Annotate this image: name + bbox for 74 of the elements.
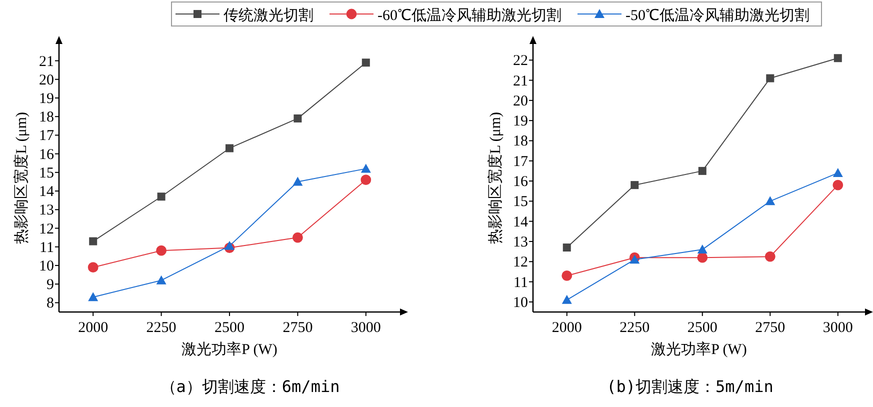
- y-tick-label: 16: [39, 146, 54, 163]
- y-axis-title: 热影响区宽度L (μm): [487, 112, 504, 244]
- y-tick-label: 10: [513, 294, 528, 311]
- point: [292, 176, 303, 186]
- point: [562, 294, 572, 304]
- point: [292, 232, 303, 243]
- point: [88, 262, 98, 273]
- point: [224, 240, 234, 250]
- point: [697, 244, 708, 254]
- point: [834, 54, 842, 62]
- point: [765, 196, 776, 206]
- y-tick-label: 12: [513, 254, 528, 271]
- x-tick-label: 2250: [620, 320, 650, 336]
- y-tick-label: 21: [39, 54, 54, 70]
- y-tick-label: 12: [39, 221, 54, 238]
- y-tick-label: 17: [39, 128, 54, 144]
- y-tick-label: 15: [513, 194, 528, 210]
- x-tick-label: 3000: [350, 320, 381, 336]
- y-tick-label: 14: [39, 184, 54, 200]
- point: [698, 166, 706, 175]
- y-tick-label: 20: [513, 93, 528, 110]
- y-tick-label: 18: [39, 110, 54, 126]
- y-tick-label: 8: [46, 296, 54, 312]
- y-tick-label: 10: [39, 258, 54, 274]
- point: [294, 114, 302, 122]
- x-tick-label: 2250: [146, 320, 176, 336]
- point: [360, 174, 372, 186]
- legend-label: 传统激光切割: [224, 7, 314, 24]
- x-tick-label: 3000: [822, 320, 853, 336]
- x-tick-label: 2750: [282, 320, 313, 336]
- point: [630, 181, 639, 190]
- point: [832, 168, 843, 177]
- point: [764, 251, 776, 262]
- point: [766, 74, 774, 82]
- x-axis-title: 激光功率P (W): [182, 341, 278, 358]
- point: [226, 144, 234, 152]
- y-tick-label: 19: [513, 114, 528, 130]
- point: [630, 254, 640, 264]
- y-tick-label: 13: [513, 234, 528, 250]
- point: [156, 245, 166, 256]
- text: （a）切割速度：6m/min: [160, 377, 340, 396]
- x-tick-label: 2000: [552, 320, 582, 336]
- point: [562, 244, 571, 252]
- point: [360, 164, 371, 173]
- legend-label: -50℃低温冷风辅助激光切割: [626, 7, 810, 24]
- point: [156, 275, 166, 284]
- y-tick-label: 11: [514, 274, 528, 291]
- y-tick-label: 20: [39, 72, 54, 88]
- y-tick-label: 18: [513, 134, 528, 150]
- y-tick-label: 11: [40, 240, 54, 256]
- text: (b)切割速度：5m/min: [606, 377, 774, 396]
- point: [697, 252, 708, 263]
- x-tick-label: 2750: [755, 320, 786, 336]
- point: [89, 237, 98, 246]
- y-axis-title: 热影响区宽度L (μm): [13, 112, 30, 244]
- x-tick-label: 2500: [214, 320, 244, 336]
- x-tick-label: 2500: [687, 320, 718, 336]
- y-tick-label: 17: [513, 154, 528, 170]
- x-tick-label: 2000: [78, 320, 108, 336]
- y-tick-label: 14: [513, 214, 528, 230]
- point: [832, 180, 844, 190]
- y-tick-label: 21: [513, 73, 528, 90]
- y-tick-label: 15: [39, 165, 54, 182]
- legend-label: -60℃低温冷风辅助激光切割: [378, 7, 562, 24]
- y-tick-label: 22: [513, 53, 528, 70]
- point: [362, 58, 370, 67]
- point: [562, 270, 572, 281]
- y-tick-label: 16: [513, 174, 528, 190]
- x-axis-title: 激光功率P (W): [651, 341, 747, 358]
- point: [88, 292, 98, 302]
- y-tick-label: 19: [39, 90, 54, 107]
- y-tick-label: 13: [39, 202, 54, 219]
- point: [157, 192, 166, 201]
- y-tick-label: 9: [46, 277, 54, 294]
